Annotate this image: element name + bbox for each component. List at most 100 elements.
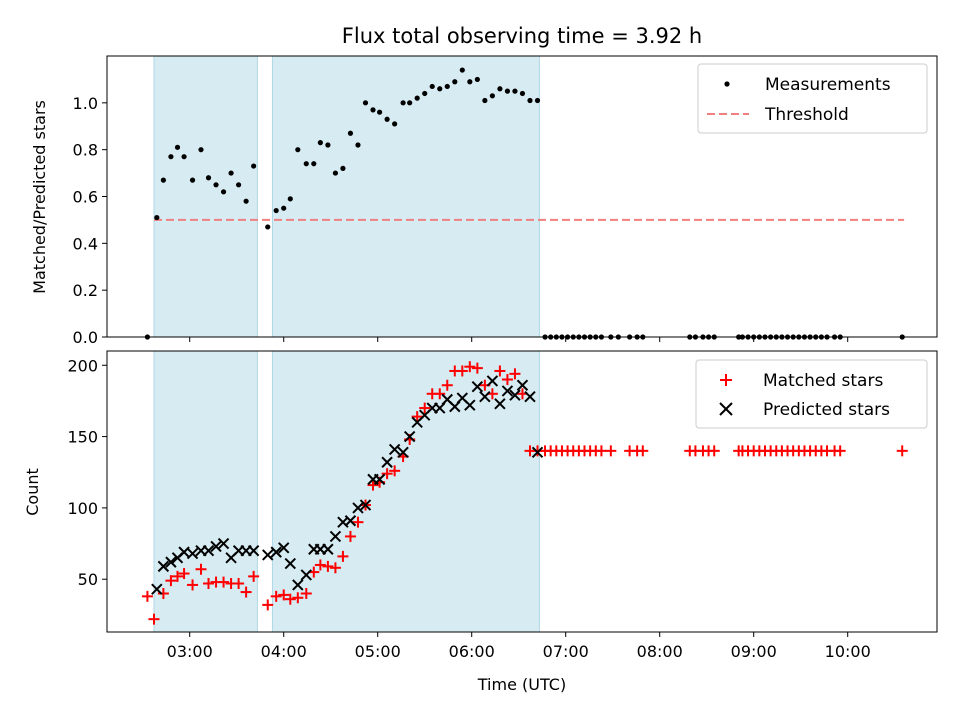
matched-star-point — [148, 613, 160, 625]
matched-star-point — [595, 445, 607, 457]
matched-star-point — [367, 479, 379, 491]
legend-predicted-label: Predicted stars — [763, 400, 890, 420]
predicted-star-point — [344, 515, 357, 527]
legend-predicted-marker — [719, 402, 733, 416]
matched-star-point — [456, 365, 468, 377]
measurement-point — [407, 100, 413, 106]
predicted-star-point — [247, 544, 260, 557]
measurement-point — [512, 88, 518, 94]
y-tick-label: 0.2 — [73, 281, 98, 300]
matched-star-point — [419, 402, 431, 414]
matched-star-point — [441, 379, 453, 391]
measurement-point — [243, 198, 249, 204]
matched-star-point — [708, 445, 720, 457]
predicted-star-point — [262, 549, 274, 561]
measurement-point — [181, 154, 187, 160]
predicted-star-point — [210, 540, 222, 553]
measurement-point — [370, 107, 376, 113]
measurement-point — [534, 97, 541, 104]
measurement-point — [287, 196, 293, 202]
bottom-y-axis-ticks: 50 100 150 200 — [67, 356, 107, 589]
measurement-point — [474, 76, 480, 83]
matched-star-point — [471, 362, 483, 374]
x-tick-label: 09:00 — [731, 642, 777, 661]
matched-star-point — [389, 465, 401, 477]
measurement-point — [220, 189, 227, 195]
matched-star-point — [464, 361, 476, 373]
matched-star-point — [233, 578, 245, 590]
matched-star-point — [411, 411, 423, 423]
y-tick-label: 150 — [67, 428, 98, 447]
matched-star-point — [218, 576, 230, 588]
matched-star-point — [605, 445, 617, 457]
predicted-star-point — [359, 499, 372, 511]
top-shaded-spans — [153, 55, 540, 338]
measurement-point — [444, 83, 450, 90]
measurement-point — [504, 88, 511, 94]
measurement-point — [228, 170, 234, 176]
predicted-star-point — [329, 530, 342, 543]
predicted-star-point — [151, 583, 163, 595]
matched-star-point — [300, 587, 312, 599]
x-tick-label: 04:00 — [261, 642, 307, 661]
matched-star-point — [178, 568, 190, 580]
bottom-x-axis-label: Time (UTC) — [477, 675, 566, 694]
legend-measurements-label: Measurements — [765, 75, 891, 95]
predicted-star-point — [300, 569, 312, 581]
predicted-star-point — [388, 443, 401, 456]
matched-star-point — [434, 388, 446, 400]
measurement-point — [497, 86, 503, 92]
measurement-point — [400, 100, 406, 106]
bottom-panel: 50 100 150 200 03:00 04:00 05:00 06:00 07:00 08:… — [23, 350, 938, 694]
predicted-star-point — [531, 446, 544, 458]
predicted-star-point — [509, 389, 521, 401]
legend-matched-label: Matched stars — [763, 371, 883, 391]
top-x-axis-ticks — [189, 337, 849, 342]
matched-stars-points — [141, 361, 908, 625]
measurement-point — [160, 177, 166, 183]
matched-star-point — [248, 570, 260, 582]
matched-star-point — [509, 368, 521, 380]
predicted-star-point — [322, 543, 334, 555]
measurement-point — [332, 170, 339, 176]
chart-title: Flux total observing time = 3.92 h — [342, 24, 702, 48]
measurement-point — [281, 205, 287, 211]
measurement-point — [429, 83, 435, 90]
x-tick-label: 07:00 — [543, 642, 589, 661]
matched-star-point — [203, 578, 215, 590]
predicted-star-point — [157, 560, 170, 573]
legend-matched-marker — [720, 374, 732, 386]
shaded-span — [271, 55, 540, 338]
x-tick-label: 05:00 — [355, 642, 401, 661]
predicted-star-point — [217, 537, 230, 550]
y-tick-label: 0.6 — [73, 188, 98, 207]
measurement-point — [437, 86, 443, 92]
measurement-point — [273, 207, 279, 214]
matched-star-point — [381, 468, 393, 480]
measurement-point — [482, 97, 488, 104]
y-tick-label: 0.0 — [73, 328, 98, 347]
matched-star-point — [896, 445, 908, 457]
legend-threshold-label: Threshold — [764, 105, 849, 125]
y-tick-label: 0.8 — [73, 141, 98, 160]
matched-star-point — [284, 593, 296, 605]
matched-star-point — [494, 365, 506, 377]
matched-star-point — [314, 559, 326, 571]
predicted-star-point — [494, 398, 506, 410]
measurement-point — [251, 163, 257, 169]
predicted-star-point — [202, 544, 215, 557]
measurement-point — [392, 121, 398, 127]
measurement-point — [235, 182, 242, 188]
measurement-point — [519, 90, 526, 97]
measurement-point — [527, 97, 533, 104]
measurement-point — [376, 109, 383, 115]
matched-star-point — [171, 570, 183, 582]
matched-star-point — [195, 563, 207, 575]
matched-star-point — [337, 550, 349, 562]
bottom-y-axis-label: Count — [23, 468, 42, 516]
measurement-point — [311, 161, 317, 167]
measurement-point — [205, 175, 212, 181]
predicted-star-point — [278, 542, 290, 554]
matched-star-point — [637, 445, 649, 457]
y-tick-label: 0.4 — [73, 234, 98, 253]
